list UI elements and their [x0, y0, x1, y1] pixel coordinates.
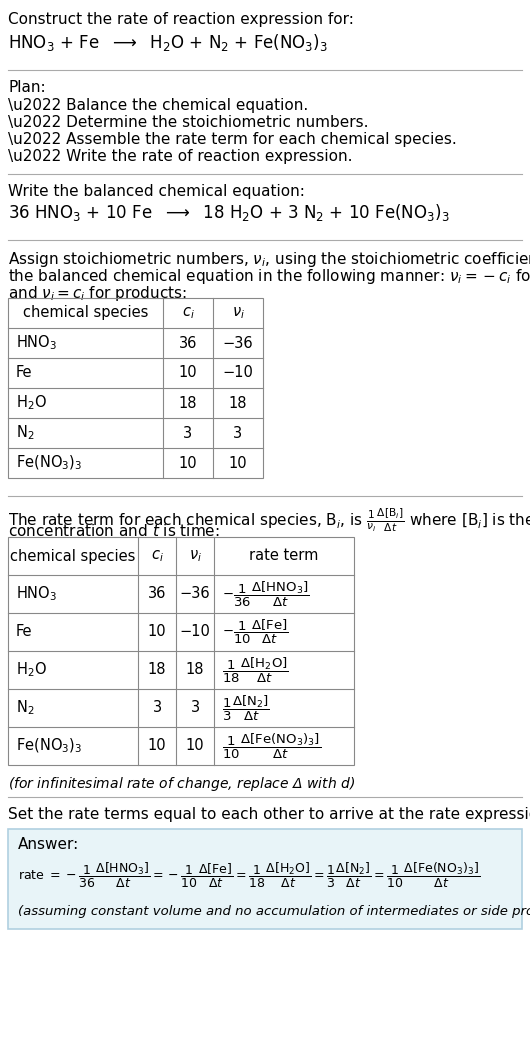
- Text: HNO$_3$: HNO$_3$: [16, 334, 57, 353]
- Text: \u2022 Write the rate of reaction expression.: \u2022 Write the rate of reaction expres…: [8, 149, 352, 164]
- Text: 18: 18: [229, 395, 248, 410]
- Text: rate term: rate term: [249, 548, 319, 564]
- Text: the balanced chemical equation in the following manner: $\nu_i = -c_i$ for react: the balanced chemical equation in the fo…: [8, 267, 530, 286]
- Text: $c_i$: $c_i$: [182, 305, 195, 321]
- Text: 10: 10: [179, 455, 197, 471]
- Text: Fe: Fe: [16, 365, 32, 381]
- Text: 18: 18: [148, 662, 166, 678]
- Text: $\nu_i$: $\nu_i$: [232, 305, 244, 321]
- Text: $-\dfrac{1}{10}\dfrac{\Delta[\mathrm{Fe}]}{\Delta t}$: $-\dfrac{1}{10}\dfrac{\Delta[\mathrm{Fe}…: [222, 618, 289, 646]
- Text: rate $= -\dfrac{1}{36}\dfrac{\Delta[\mathrm{HNO_3}]}{\Delta t} = -\dfrac{1}{10}\: rate $= -\dfrac{1}{36}\dfrac{\Delta[\mat…: [18, 861, 480, 890]
- Text: chemical species: chemical species: [10, 548, 136, 564]
- Text: N$_2$: N$_2$: [16, 424, 34, 442]
- Text: −36: −36: [180, 587, 210, 601]
- Text: Fe(NO$_3$)$_3$: Fe(NO$_3$)$_3$: [16, 454, 82, 472]
- Text: 10: 10: [179, 365, 197, 381]
- Text: $\dfrac{1}{10}\dfrac{\Delta[\mathrm{Fe(NO_3)_3}]}{\Delta t}$: $\dfrac{1}{10}\dfrac{\Delta[\mathrm{Fe(N…: [222, 731, 321, 760]
- Text: 3: 3: [153, 701, 162, 715]
- Text: 10: 10: [228, 455, 248, 471]
- Text: 3: 3: [183, 426, 192, 440]
- Text: −10: −10: [223, 365, 253, 381]
- Text: $c_i$: $c_i$: [151, 548, 163, 564]
- Text: H$_2$O: H$_2$O: [16, 661, 47, 679]
- Text: 10: 10: [148, 624, 166, 639]
- Text: 36: 36: [179, 336, 197, 350]
- Text: $-\dfrac{1}{36}\dfrac{\Delta[\mathrm{HNO_3}]}{\Delta t}$: $-\dfrac{1}{36}\dfrac{\Delta[\mathrm{HNO…: [222, 579, 310, 609]
- Text: 3: 3: [233, 426, 243, 440]
- Text: \u2022 Assemble the rate term for each chemical species.: \u2022 Assemble the rate term for each c…: [8, 132, 457, 147]
- Text: Assign stoichiometric numbers, $\nu_i$, using the stoichiometric coefficients, $: Assign stoichiometric numbers, $\nu_i$, …: [8, 250, 530, 269]
- Text: Write the balanced chemical equation:: Write the balanced chemical equation:: [8, 184, 305, 199]
- Text: Fe: Fe: [16, 624, 32, 639]
- Bar: [8, 298, 263, 478]
- Text: 10: 10: [148, 738, 166, 753]
- Text: $\dfrac{1}{3}\dfrac{\Delta[\mathrm{N_2}]}{\Delta t}$: $\dfrac{1}{3}\dfrac{\Delta[\mathrm{N_2}]…: [222, 693, 270, 723]
- Text: H$_2$O: H$_2$O: [16, 393, 47, 412]
- Text: Set the rate terms equal to each other to arrive at the rate expression:: Set the rate terms equal to each other t…: [8, 808, 530, 822]
- Text: Fe(NO$_3$)$_3$: Fe(NO$_3$)$_3$: [16, 736, 82, 755]
- Text: \u2022 Balance the chemical equation.: \u2022 Balance the chemical equation.: [8, 98, 308, 113]
- Text: chemical species: chemical species: [23, 305, 148, 320]
- Text: Answer:: Answer:: [18, 837, 80, 852]
- Text: HNO$_3$: HNO$_3$: [16, 585, 57, 604]
- Text: 36 HNO$_3$ + 10 Fe  $\longrightarrow$  18 H$_2$O + 3 N$_2$ + 10 Fe(NO$_3$)$_3$: 36 HNO$_3$ + 10 Fe $\longrightarrow$ 18 …: [8, 202, 449, 223]
- Text: and $\nu_i = c_i$ for products:: and $\nu_i = c_i$ for products:: [8, 285, 187, 303]
- Text: $\dfrac{1}{18}\dfrac{\Delta[\mathrm{H_2O}]}{\Delta t}$: $\dfrac{1}{18}\dfrac{\Delta[\mathrm{H_2O…: [222, 656, 289, 685]
- Text: −10: −10: [180, 624, 210, 639]
- Bar: [8, 537, 354, 765]
- Text: 18: 18: [186, 662, 204, 678]
- Text: \u2022 Determine the stoichiometric numbers.: \u2022 Determine the stoichiometric numb…: [8, 115, 368, 130]
- Text: 36: 36: [148, 587, 166, 601]
- Text: concentration and $t$ is time:: concentration and $t$ is time:: [8, 523, 220, 539]
- Text: −36: −36: [223, 336, 253, 350]
- Text: The rate term for each chemical species, B$_i$, is $\frac{1}{\nu_i}\frac{\Delta[: The rate term for each chemical species,…: [8, 506, 530, 533]
- Text: 3: 3: [190, 701, 200, 715]
- Text: (for infinitesimal rate of change, replace Δ with $d$): (for infinitesimal rate of change, repla…: [8, 775, 355, 793]
- FancyBboxPatch shape: [8, 829, 522, 929]
- Text: N$_2$: N$_2$: [16, 699, 34, 718]
- Text: $\nu_i$: $\nu_i$: [189, 548, 201, 564]
- Text: Plan:: Plan:: [8, 79, 46, 95]
- Text: Construct the rate of reaction expression for:: Construct the rate of reaction expressio…: [8, 12, 354, 27]
- Text: HNO$_3$ + Fe  $\longrightarrow$  H$_2$O + N$_2$ + Fe(NO$_3$)$_3$: HNO$_3$ + Fe $\longrightarrow$ H$_2$O + …: [8, 32, 328, 53]
- Text: (assuming constant volume and no accumulation of intermediates or side products): (assuming constant volume and no accumul…: [18, 905, 530, 918]
- Text: 10: 10: [186, 738, 204, 753]
- Text: 18: 18: [179, 395, 197, 410]
